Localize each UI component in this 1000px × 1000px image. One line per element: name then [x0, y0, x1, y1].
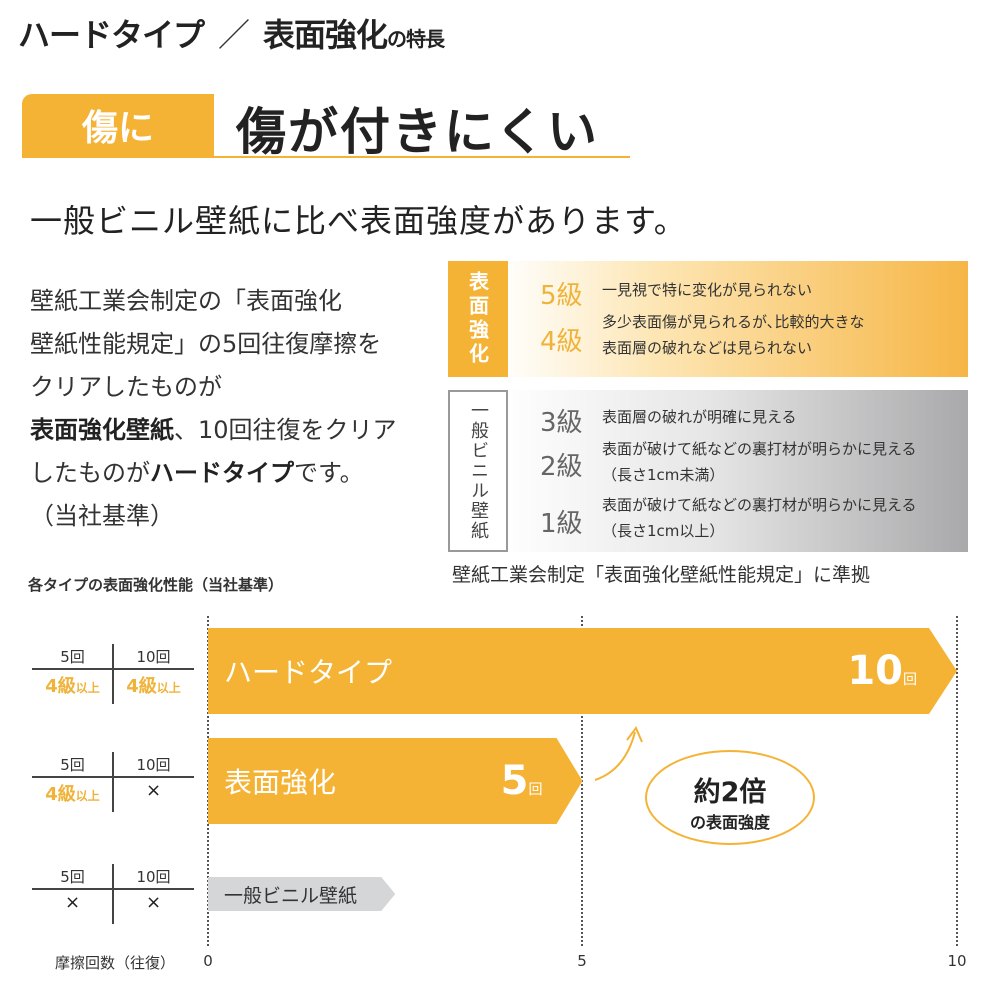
x-tick: 10: [947, 952, 967, 970]
grade-5-desc: 一見視で特に変化が見られない: [602, 281, 813, 299]
arrow-icon: [594, 726, 643, 781]
reinforced-label: 表面強化: [448, 261, 508, 377]
headline-underline: [22, 156, 630, 158]
table-header: 10回: [136, 756, 171, 774]
bar-label: 一般ビニル壁紙: [224, 884, 358, 907]
section-tag: 傷に: [22, 94, 214, 156]
table-header: 5回: [60, 648, 85, 666]
grade-4-desc: 多少表面傷が見られるが､比較的大きな 表面層の破れなどは見られない: [602, 313, 865, 357]
table-cell: 4級以上: [45, 784, 100, 805]
grade-4: 4級: [540, 327, 583, 357]
bar-vinyl: 一般ビニル壁紙: [208, 877, 395, 911]
gridline-10: [956, 616, 958, 946]
table-header: 10回: [136, 868, 171, 886]
table-cell: ×: [145, 780, 162, 801]
table-cell: ×: [145, 892, 162, 913]
table-header: 5回: [60, 756, 85, 774]
body-text: 壁紙工業会制定の「表面強化 壁紙性能規定」の5回往復摩擦を クリアしたものが 表面強…: [30, 287, 397, 530]
comparison-bubble: 約2倍 の表面強度: [645, 750, 815, 845]
bar-value: 10回: [847, 648, 917, 694]
headline: 傷が付きにくい: [236, 103, 599, 161]
grade-3: 3級: [540, 408, 583, 438]
table-cell: 4級以上: [126, 676, 181, 697]
grade-5: 5級: [540, 281, 583, 311]
reinforced-table: 5回 10回 4級以上 ×: [32, 752, 194, 812]
page-title: ハードタイプ／表面強化の特長: [18, 16, 445, 54]
table-header: 10回: [136, 648, 171, 666]
lead-text: 一般ビニル壁紙に比べ表面強度があります。: [30, 202, 687, 240]
x-axis-label: 摩擦回数（往復）: [55, 954, 176, 972]
grade-2-desc: 表面が破けて紙などの裏打材が明らかに見える （長さ1cm未満）: [602, 440, 917, 484]
bar-value: 5回: [500, 758, 543, 804]
table-cell: 4級以上: [45, 676, 100, 697]
bar-hard-type: ハードタイプ 10回: [208, 628, 957, 714]
grade-3-desc: 表面層の破れが明確に見える: [602, 408, 797, 426]
table-header: 5回: [60, 868, 85, 886]
bubble-sub: の表面強度: [689, 813, 770, 832]
vinyl-grades-panel: 一般ビニル壁紙 3級 表面層の破れが明確に見える 2級 表面が破けて紙などの裏打…: [448, 390, 968, 552]
bubble-main: 約2倍: [693, 777, 767, 808]
bar-reinforced: 表面強化 5回: [208, 738, 583, 824]
vinyl-label: 一般ビニル壁紙: [448, 390, 508, 552]
table-cell: ×: [64, 892, 81, 913]
grade-1-desc: 表面が破けて紙などの裏打材が明らかに見える （長さ1cm以上）: [602, 496, 917, 540]
x-tick: 0: [203, 952, 213, 970]
reinforced-grades-panel: 表面強化 5級 一見視で特に変化が見られない 4級 多少表面傷が見られるが､比較…: [448, 261, 968, 377]
hard-type-table: 5回 10回 4級以上 4級以上: [32, 644, 194, 704]
grade-1: 1級: [540, 509, 583, 539]
vinyl-table: 5回 10回 × ×: [32, 864, 194, 924]
bar-label: 表面強化: [224, 766, 337, 799]
standard-note: 壁紙工業会制定「表面強化壁紙性能規定」に準拠: [452, 564, 871, 586]
chart-title: 各タイプの表面強化性能（当社基準）: [28, 576, 284, 594]
bar-label: ハードタイプ: [224, 656, 393, 689]
x-tick: 5: [577, 952, 587, 970]
grade-2: 2級: [540, 452, 583, 482]
